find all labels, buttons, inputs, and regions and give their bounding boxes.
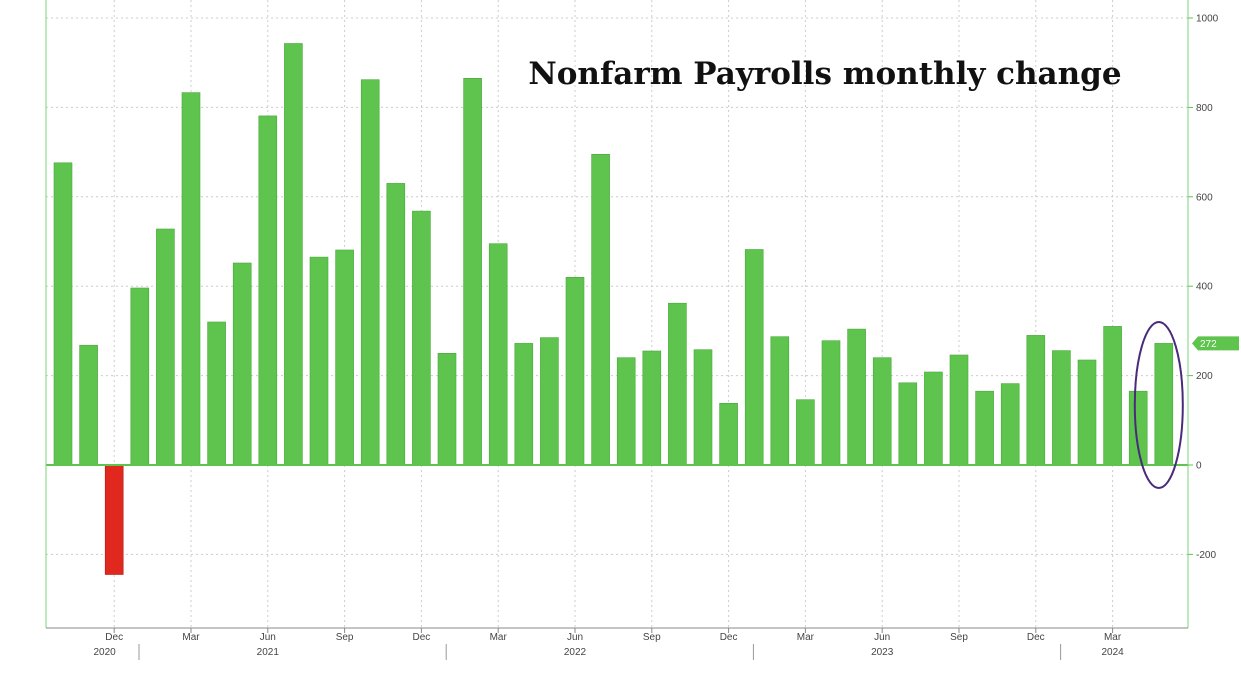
x-tick-label: Sep (336, 632, 354, 643)
bar-2021-11 (386, 183, 406, 466)
bar-2023-03 (796, 399, 815, 466)
bar-2023-10 (975, 390, 994, 466)
bar-2024-02 (1077, 359, 1097, 466)
highlight-ellipse (1133, 321, 1184, 489)
bar-2020-10 (53, 162, 73, 466)
bar-2022-12 (719, 402, 738, 466)
x-tick-label: Mar (797, 632, 815, 643)
bar-2022-11 (693, 349, 713, 466)
bar-2021-04 (207, 321, 226, 466)
bar-2021-09 (335, 249, 354, 466)
y-tick-label: 0 (1196, 461, 1202, 472)
year-label: 2020 (93, 647, 116, 658)
year-label: 2022 (564, 647, 587, 658)
bar-2023-01 (744, 249, 764, 466)
bar-2023-11 (1000, 383, 1020, 466)
bar-2021-10 (360, 79, 380, 466)
bar-2024-03 (1103, 326, 1122, 466)
bar-2021-01 (130, 287, 150, 466)
x-tick-label: Jun (874, 632, 890, 643)
y-tick-label: -200 (1196, 550, 1216, 561)
y-tick-label: 800 (1196, 103, 1213, 114)
bars (53, 43, 1174, 575)
bar-2021-02 (156, 228, 175, 466)
y-tick-label: 200 (1196, 371, 1213, 382)
last-value-label: 272 (1200, 339, 1217, 350)
bar-2021-12 (412, 210, 431, 466)
bar-2023-08 (924, 371, 943, 466)
bar-2022-07 (591, 154, 610, 466)
x-tick-label: Sep (643, 632, 661, 643)
bar-2022-08 (616, 357, 636, 466)
last-value-flag (1192, 336, 1239, 351)
bar-2023-05 (847, 328, 866, 466)
x-tick-label: Dec (1027, 632, 1045, 643)
bar-2021-03 (181, 92, 201, 466)
bar-2022-09 (642, 350, 662, 466)
x-tick-label: Mar (182, 632, 200, 643)
y-tick-label: 1000 (1196, 14, 1219, 25)
year-label: 2021 (257, 647, 280, 658)
axes: 1000 800 600 400 200 0 -200 Dec Mar Jun Sep Dec Mar J… (45, 0, 1239, 660)
x-tick-label: Jun (260, 632, 276, 643)
bar-2022-10 (668, 302, 687, 466)
bar-2021-07 (284, 43, 303, 466)
bar-2023-04 (821, 340, 841, 466)
x-tick-label: Dec (720, 632, 738, 643)
bar-2020-12 (104, 464, 124, 575)
x-tick-label: Dec (105, 632, 123, 643)
bar-2022-02 (463, 78, 482, 466)
year-label: 2024 (1101, 647, 1124, 658)
x-tick-label: Dec (413, 632, 431, 643)
bar-2023-07 (898, 382, 918, 466)
bar-2023-12 (1026, 335, 1046, 466)
x-tick-label: Mar (1104, 632, 1122, 643)
bar-2021-05 (232, 262, 252, 466)
bar-2021-08 (309, 256, 329, 466)
y-tick-label: 400 (1196, 282, 1213, 293)
bar-2022-05 (540, 337, 559, 466)
bar-2022-01 (437, 352, 457, 466)
bar-2023-09 (949, 354, 969, 466)
y-tick-label: 600 (1196, 192, 1213, 203)
x-tick-label: Sep (950, 632, 968, 643)
bar-2022-03 (488, 243, 508, 466)
grid-lines (46, 0, 1188, 628)
bar-2024-01 (1052, 350, 1071, 466)
chart-title: Nonfarm Payrolls monthly change (528, 56, 1121, 92)
x-tick-label: Jun (567, 632, 583, 643)
bar-2021-06 (258, 115, 278, 466)
bar-2024-05 (1154, 343, 1174, 466)
bar-2023-02 (770, 336, 790, 466)
bar-2020-11 (79, 344, 98, 466)
bar-2023-06 (872, 357, 892, 466)
bar-2022-04 (514, 343, 534, 466)
x-tick-label: Mar (490, 632, 508, 643)
year-label: 2023 (871, 647, 894, 658)
bar-2022-06 (565, 276, 585, 466)
bar-2024-04 (1128, 390, 1148, 466)
